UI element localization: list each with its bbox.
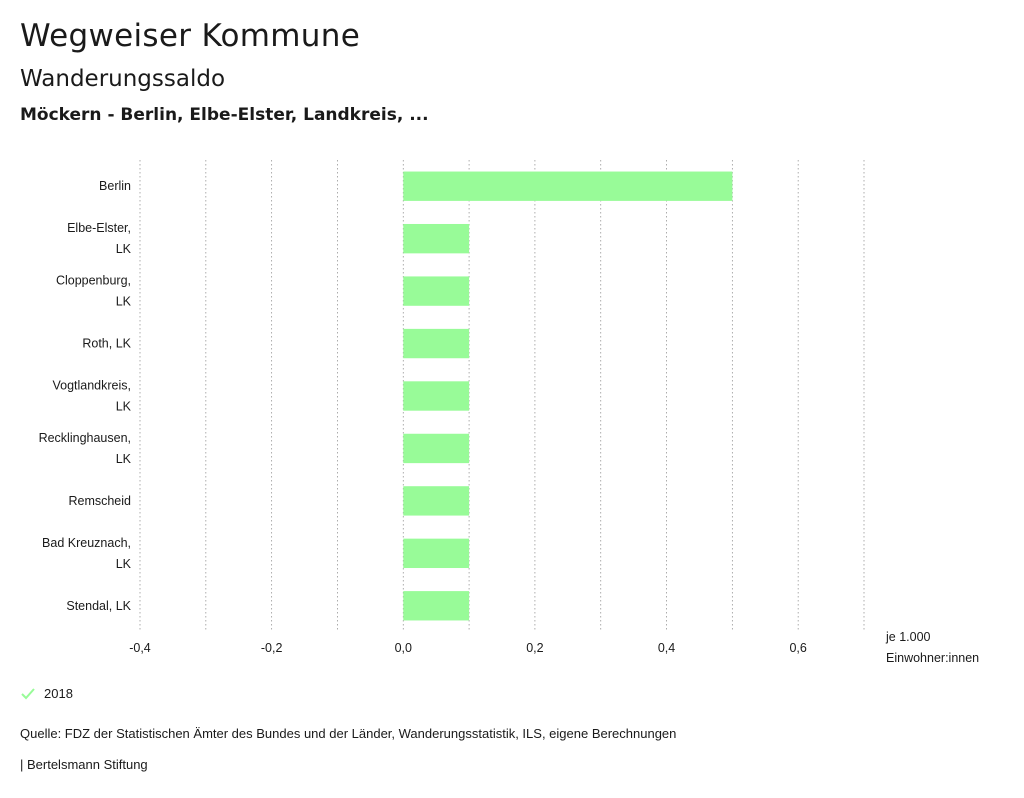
category-label: LK xyxy=(116,400,132,414)
grid-layer xyxy=(139,160,865,632)
category-label: Remscheid xyxy=(68,494,131,508)
bar[interactable] xyxy=(403,486,470,516)
category-label: Bad Kreuznach, xyxy=(42,536,131,550)
category-label: LK xyxy=(116,557,132,571)
category-label: Roth, LK xyxy=(82,337,131,351)
category-label: Berlin xyxy=(99,179,131,193)
bar-chart: Berlin Elbe-Elster, LK Cloppenburg, LK Roth, … xyxy=(39,160,979,665)
bar[interactable] xyxy=(403,276,470,306)
chart-subtitle: Wanderungssaldo xyxy=(20,66,226,92)
category-label: Vogtlandkreis, xyxy=(52,379,131,393)
category-label: Stendal, LK xyxy=(66,599,131,613)
x-tick-label: 0,6 xyxy=(789,641,806,655)
legend[interactable]: 2018 xyxy=(20,686,73,701)
category-label: Recklinghausen, xyxy=(39,431,131,445)
unit-label: Einwohner:innen xyxy=(886,651,979,665)
category-label: LK xyxy=(116,295,132,309)
bar[interactable] xyxy=(403,223,470,254)
category-label: LK xyxy=(116,452,132,466)
brand-note: | Bertelsmann Stiftung xyxy=(20,757,148,772)
x-tick-label: -0,4 xyxy=(129,641,151,655)
unit-label: je 1.000 xyxy=(885,630,931,644)
unit-label-layer: je 1.000 Einwohner:innen xyxy=(885,630,979,665)
category-label: Elbe-Elster, xyxy=(67,221,131,235)
category-label: LK xyxy=(116,242,132,256)
x-tick-label: 0,2 xyxy=(526,641,543,655)
category-label: Cloppenburg, xyxy=(56,274,131,288)
bar[interactable] xyxy=(403,381,470,411)
bar[interactable] xyxy=(403,538,470,569)
x-tick-layer: -0,4 -0,2 0,0 0,2 0,4 0,6 xyxy=(129,641,807,655)
bar[interactable] xyxy=(403,171,733,201)
selection-label: Möckern - Berlin, Elbe-Elster, Landkreis… xyxy=(20,105,429,125)
x-tick-label: 0,4 xyxy=(658,641,675,655)
bar-layer xyxy=(403,171,733,621)
bar[interactable] xyxy=(403,433,470,464)
check-icon xyxy=(21,687,35,699)
category-label-layer: Berlin Elbe-Elster, LK Cloppenburg, LK Roth, … xyxy=(39,179,132,613)
x-tick-label: -0,2 xyxy=(261,641,283,655)
x-tick-label: 0,0 xyxy=(395,641,412,655)
bar[interactable] xyxy=(403,328,470,359)
source-note: Quelle: FDZ der Statistischen Ämter des … xyxy=(20,726,677,741)
page-title: Wegweiser Kommune xyxy=(20,18,361,54)
legend-label: 2018 xyxy=(44,686,73,701)
bar[interactable] xyxy=(403,591,470,621)
